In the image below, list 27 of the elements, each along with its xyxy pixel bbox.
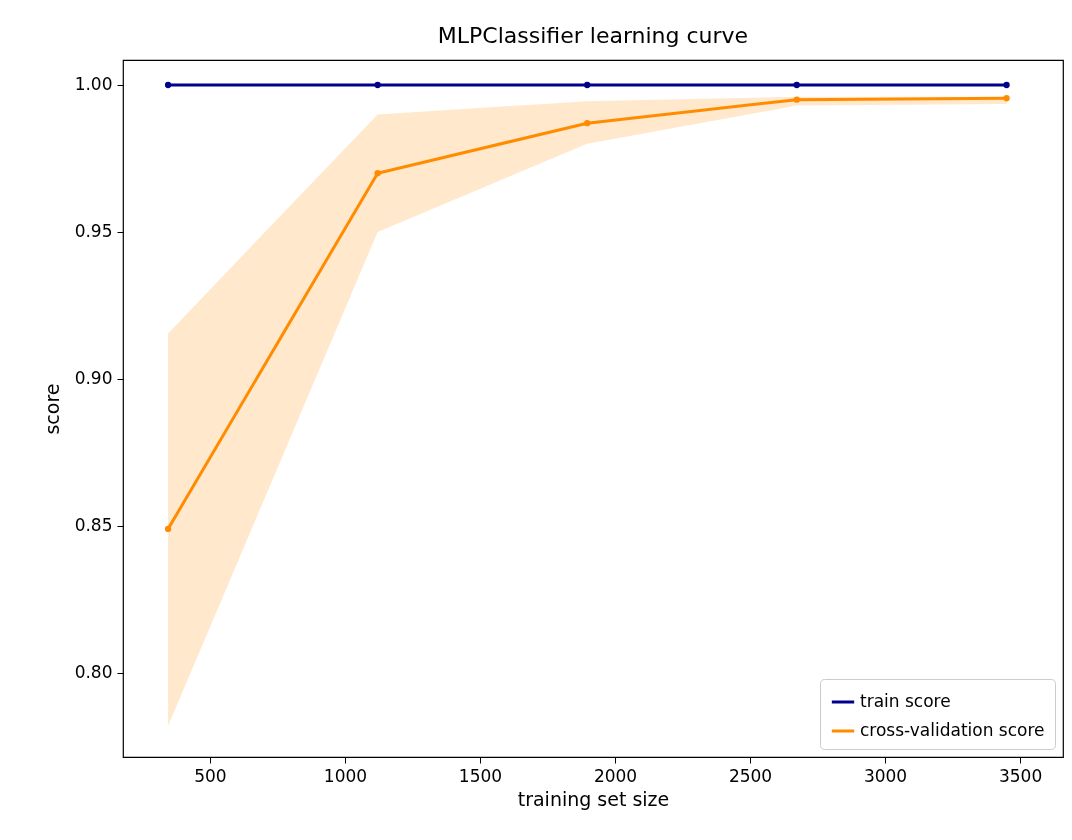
point xyxy=(793,81,800,89)
x-tick-label: 500 xyxy=(194,765,227,786)
point xyxy=(374,170,381,177)
point xyxy=(584,81,591,89)
y-tick-label: 1.00 xyxy=(74,74,113,95)
point xyxy=(584,120,591,127)
y-tick-label: 0.90 xyxy=(74,368,113,389)
point xyxy=(164,525,172,533)
point xyxy=(1003,81,1010,89)
point xyxy=(793,96,800,103)
y-tick-label: 0.95 xyxy=(74,221,113,242)
point xyxy=(374,81,381,89)
point xyxy=(164,81,172,89)
x-tick-label: 3500 xyxy=(998,765,1043,786)
y-axis-title: score xyxy=(40,383,63,435)
y-tick-label: 0.80 xyxy=(74,662,113,683)
y-tick-label: 0.85 xyxy=(74,515,113,536)
legend-label: train score xyxy=(860,691,951,711)
x-tick-label: 1000 xyxy=(323,765,368,786)
legend-label: cross-validation score xyxy=(860,720,1045,740)
x-tick-label: 2500 xyxy=(728,765,773,786)
x-tick-label: 1500 xyxy=(458,765,503,786)
point xyxy=(1003,95,1010,102)
x-tick-label: 2000 xyxy=(593,765,638,786)
x-axis-title: training set size xyxy=(517,787,670,810)
x-tick-label: 3000 xyxy=(863,765,908,786)
chart-title: MLPClassifier learning curve xyxy=(437,23,749,48)
